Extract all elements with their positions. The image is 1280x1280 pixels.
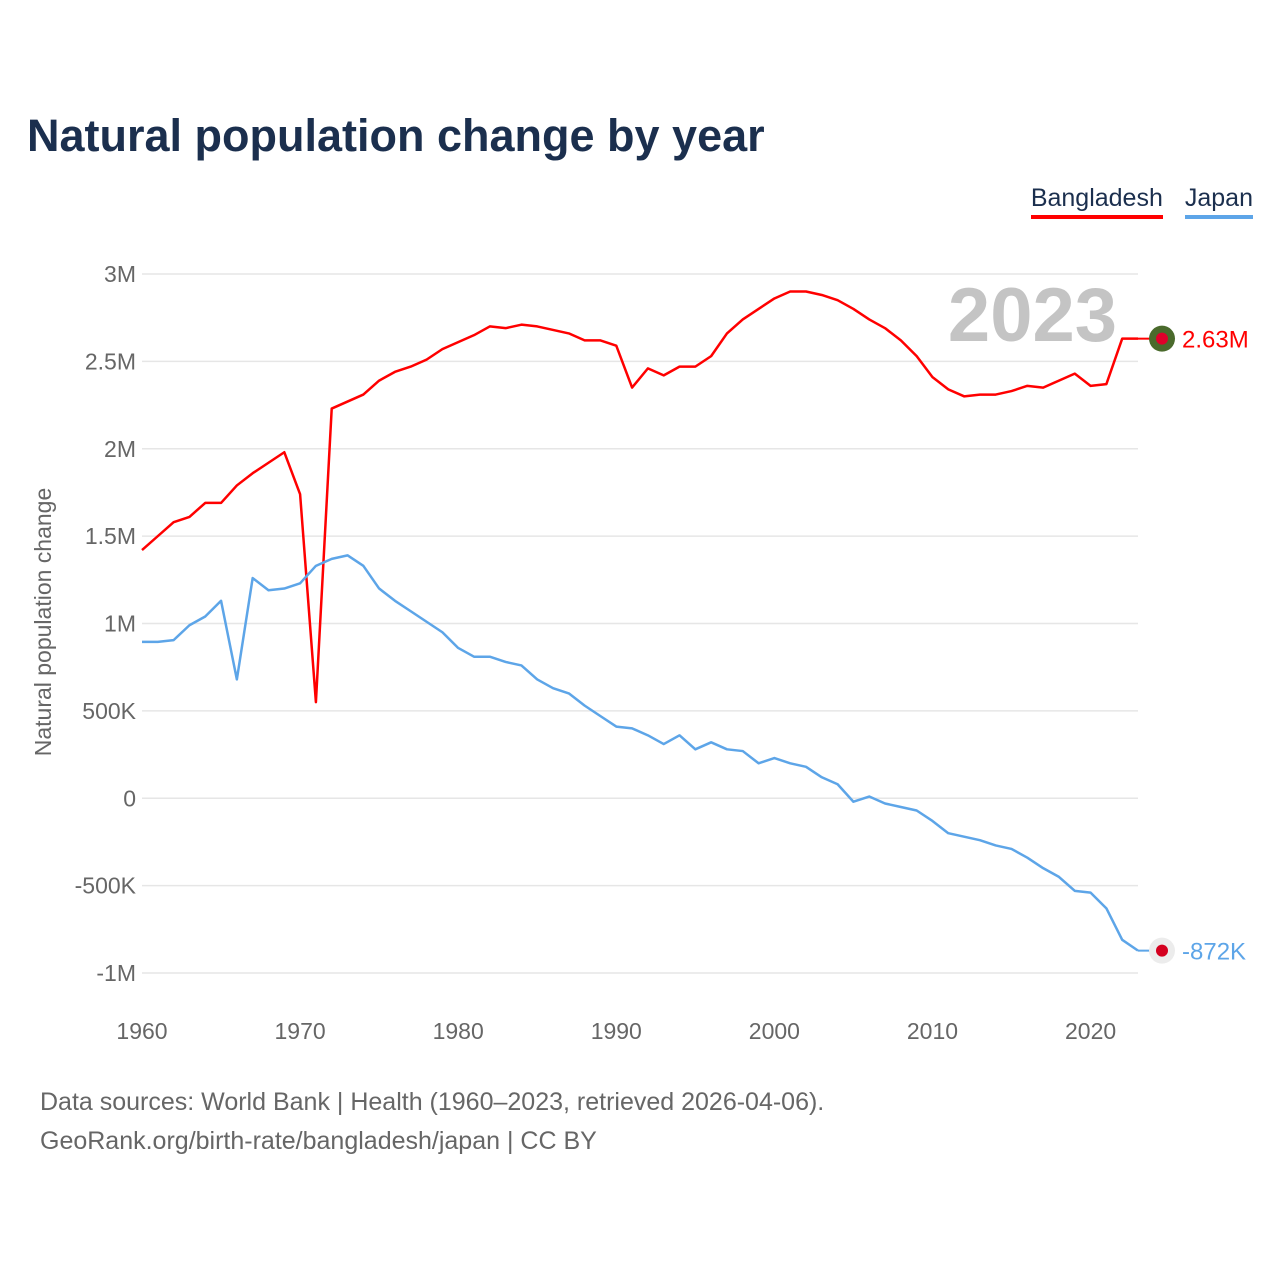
end-marker-dot (1156, 332, 1168, 345)
y-tick-label: 1M (104, 611, 136, 637)
x-tick-label: 2010 (907, 1018, 958, 1044)
y-tick-label: 2M (104, 436, 136, 462)
x-tick-label: 2020 (1065, 1018, 1116, 1044)
legend-japan[interactable]: Japan (1184, 184, 1253, 219)
x-tick-label: 1960 (116, 1018, 167, 1044)
y-tick-label: -500K (75, 873, 137, 899)
x-tick-label: 2000 (749, 1018, 800, 1044)
page-title: Natural population change by year (27, 110, 765, 161)
end-marker-dot (1156, 944, 1168, 957)
y-tick-label: 500K (82, 698, 136, 724)
y-tick-label: 1.5M (85, 523, 136, 549)
y-tick-label: -1M (96, 960, 136, 986)
legend: Bangladesh Japan (1030, 184, 1253, 219)
source-line-1: Data sources: World Bank | Health (1960–… (40, 1088, 825, 1116)
x-tick-label: 1980 (433, 1018, 484, 1044)
legend-bangladesh[interactable]: Bangladesh (1030, 184, 1163, 219)
end-value-label: 2.63M (1182, 327, 1249, 354)
end-value-label: -872K (1182, 939, 1246, 966)
series-line-japan (142, 554, 1139, 952)
x-tick-label: 1990 (591, 1018, 642, 1044)
y-tick-label: 0 (123, 785, 136, 811)
y-tick-label: 2.5M (85, 348, 136, 374)
y-axis-label: Natural population change (30, 488, 56, 757)
year-watermark: 2023 (948, 273, 1117, 358)
source-line-2: GeoRank.org/birth-rate/bangladesh/japan … (40, 1127, 597, 1155)
x-tick-label: 1970 (275, 1018, 326, 1044)
series-line-bangladesh (141, 290, 1138, 704)
y-tick-label: 3M (104, 261, 136, 287)
